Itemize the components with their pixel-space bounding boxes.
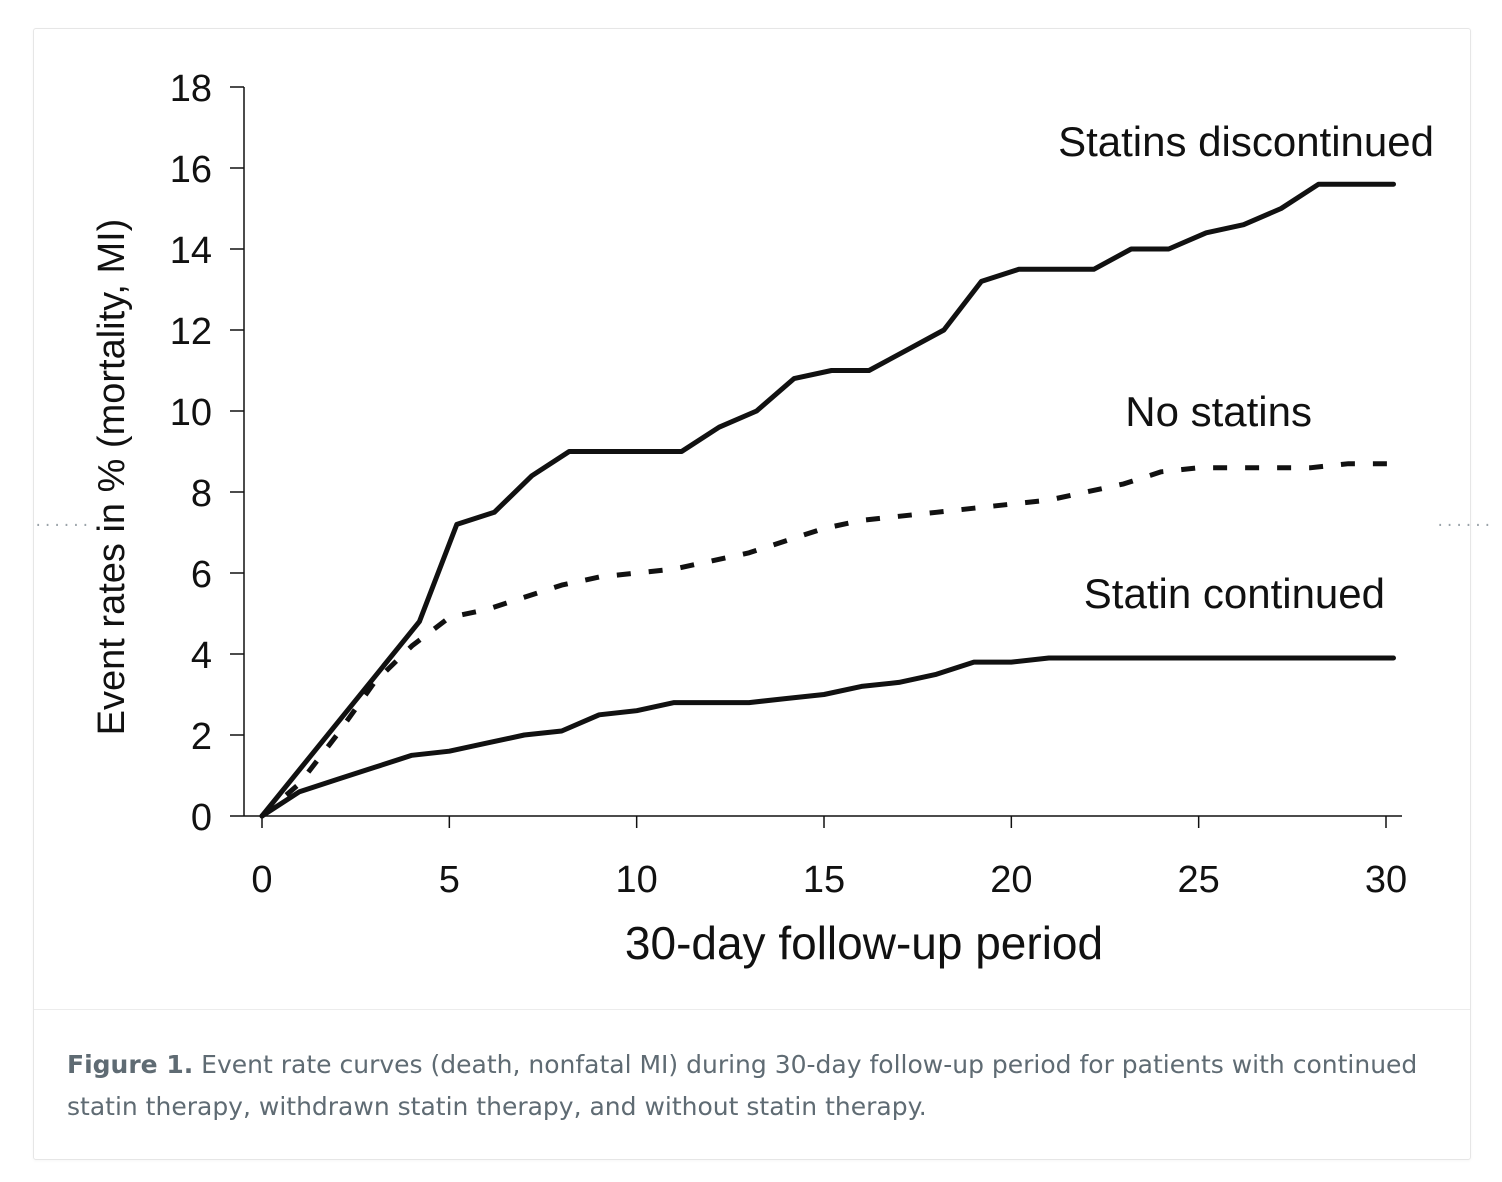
y-tick-label: 10 bbox=[170, 392, 212, 434]
series-line-statins-discontinued bbox=[259, 181, 1396, 819]
series-lines bbox=[259, 181, 1396, 819]
y-tick-label: 8 bbox=[191, 473, 212, 515]
x-tick-label: 30 bbox=[1365, 859, 1407, 901]
y-tick-label: 4 bbox=[191, 635, 212, 677]
y-tick-label: 6 bbox=[191, 554, 212, 596]
figure-caption: Figure 1. Event rate curves (death, nonf… bbox=[67, 1044, 1447, 1128]
x-tick-label: 0 bbox=[251, 859, 272, 901]
x-tick-label: 10 bbox=[616, 859, 658, 901]
line-chart: 0 2 4 6 8 10 12 14 16 18 0 5 10 15 20 25 30 Statins disc… bbox=[91, 68, 1434, 969]
x-tick-label: 20 bbox=[990, 859, 1032, 901]
right-dots-decoration: ······ bbox=[1436, 518, 1493, 534]
x-tick-label: 15 bbox=[803, 859, 845, 901]
x-tick-label: 5 bbox=[439, 859, 460, 901]
figure-card: 0 2 4 6 8 10 12 14 16 18 0 5 10 15 20 25 30 Statins disc… bbox=[33, 28, 1471, 1160]
y-tick-label: 12 bbox=[170, 311, 212, 353]
y-axis-label: Event rates in % (mortality, MI) bbox=[91, 219, 133, 736]
series-label-statins-discontinued: Statins discontinued bbox=[1058, 118, 1434, 165]
series-label-statin-continued: Statin continued bbox=[1084, 570, 1385, 617]
y-tick-label: 2 bbox=[191, 716, 212, 758]
figure-area: 0 2 4 6 8 10 12 14 16 18 0 5 10 15 20 25 30 Statins disc… bbox=[34, 29, 1470, 1009]
series-label-no-statins: No statins bbox=[1125, 388, 1312, 435]
x-tick-label: 25 bbox=[1178, 859, 1220, 901]
series-line-no-statins bbox=[260, 461, 1394, 818]
caption-divider bbox=[34, 1009, 1470, 1010]
left-dots-decoration: ······ bbox=[34, 518, 91, 534]
caption-text: Event rate curves (death, nonfatal MI) d… bbox=[67, 1050, 1418, 1121]
y-tick-label: 18 bbox=[170, 68, 212, 110]
axes: 0 2 4 6 8 10 12 14 16 18 0 5 10 15 20 25 30 bbox=[170, 68, 1407, 901]
y-tick-label: 16 bbox=[170, 149, 212, 191]
caption-label: Figure 1. bbox=[67, 1050, 194, 1079]
series-labels: Statins discontinued No statins Statin con… bbox=[1058, 118, 1434, 617]
series-line-statin-continued bbox=[259, 655, 1396, 819]
y-tick-label: 0 bbox=[191, 797, 212, 839]
x-axis-label: 30-day follow-up period bbox=[625, 917, 1103, 969]
y-tick-label: 14 bbox=[170, 230, 212, 272]
